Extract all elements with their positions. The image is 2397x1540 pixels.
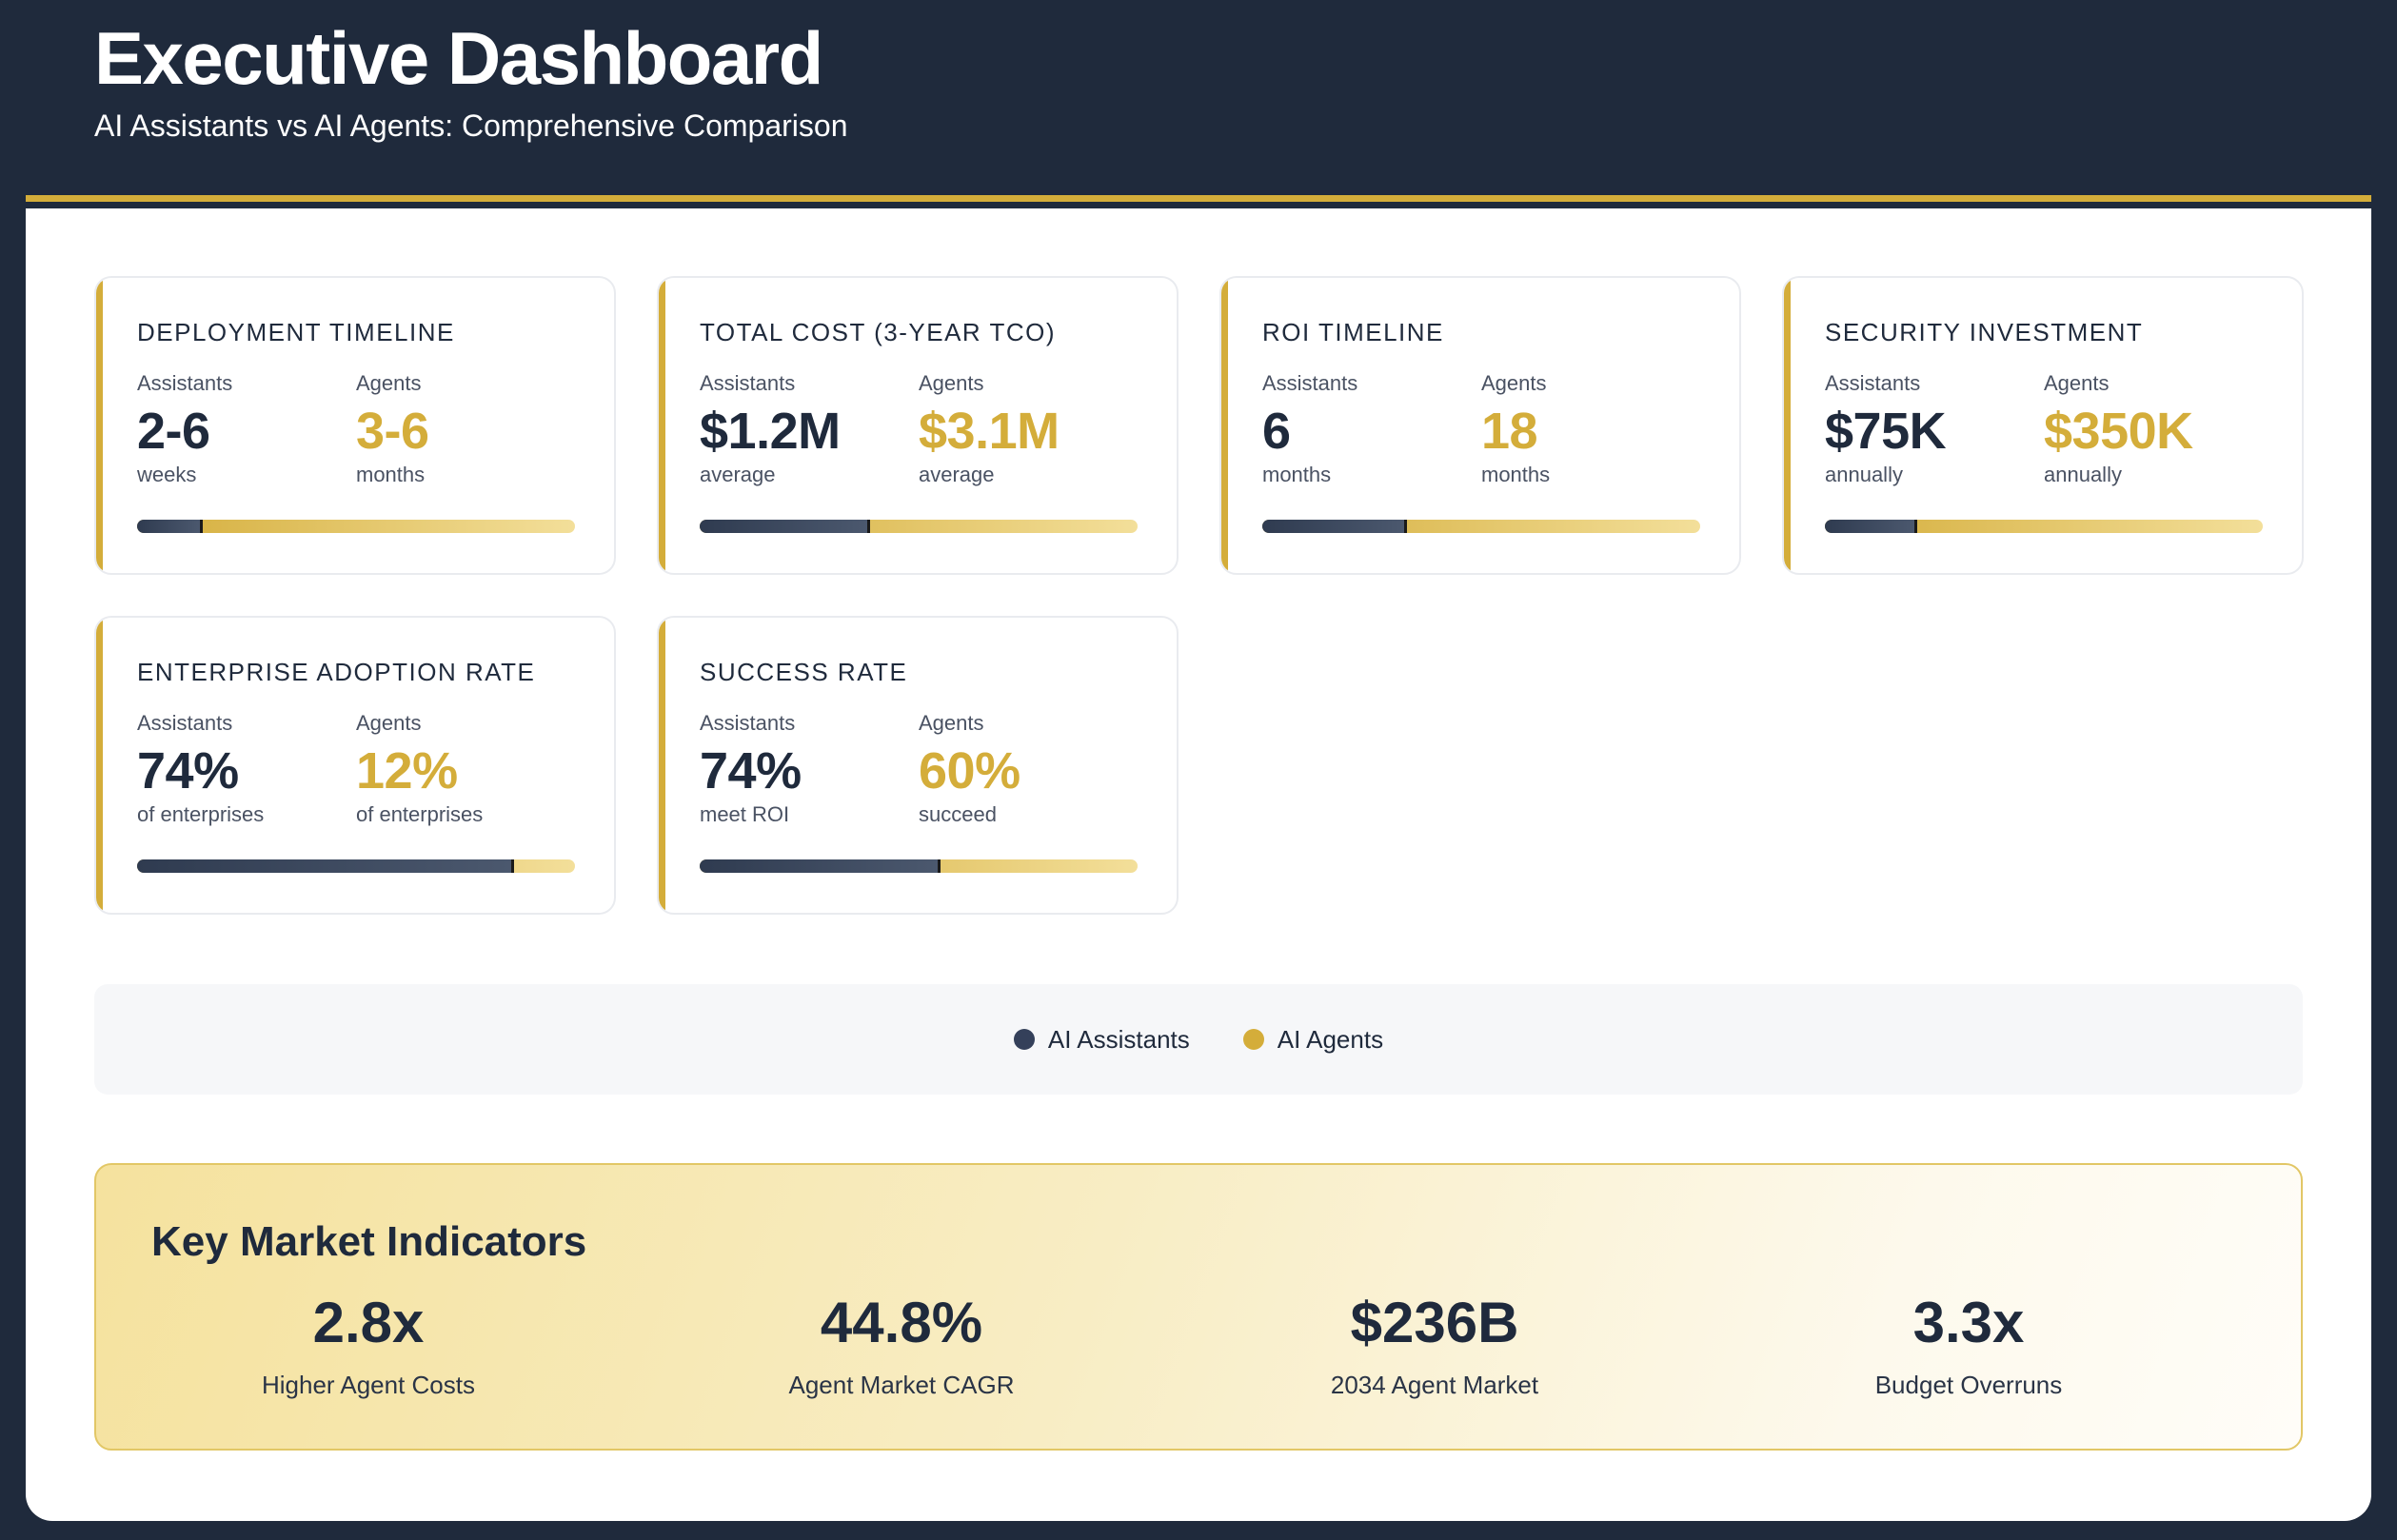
legend: AI Assistants AI Agents — [94, 984, 2303, 1095]
legend-item-agents: AI Agents — [1242, 1024, 1384, 1055]
assistants-bar-fill — [700, 520, 871, 533]
section-title: Key Market Indicators — [151, 1218, 587, 1265]
card-title: SUCCESS RATE — [700, 658, 908, 686]
assistants-bar-fill — [700, 859, 941, 873]
indicator-agent-market: $236B 2034 Agent Market — [1187, 1289, 1682, 1400]
assistants-bar-fill — [1825, 520, 1917, 533]
metric-label: Assistants — [137, 371, 233, 395]
agents-dot-icon — [1242, 1029, 1264, 1050]
assistants-dot-icon — [1013, 1029, 1035, 1050]
agents-metric: Agents 12% of enterprises — [356, 711, 483, 827]
metric-unit: average — [919, 463, 995, 486]
comparison-bar — [1825, 520, 2263, 533]
agents-metric: Agents $350K annually — [2044, 371, 2193, 487]
card-title: ROI TIMELINE — [1262, 318, 1444, 346]
card-success-rate: SUCCESS RATE Assistants 74% meet ROI Age… — [657, 616, 1179, 915]
card-title: SECURITY INVESTMENT — [1825, 318, 2144, 346]
metric-unit: of enterprises — [356, 802, 484, 826]
metric-value: 74% — [700, 742, 802, 800]
metric-value: 6 — [1262, 403, 1291, 460]
metric-value: 12% — [356, 742, 458, 800]
header: Executive Dashboard AI Assistants vs AI … — [26, 0, 2371, 202]
metric-value: 60% — [919, 742, 1020, 800]
metric-label: Assistants — [1825, 371, 1921, 395]
assistants-bar-fill — [1262, 520, 1407, 533]
indicator-label: 2034 Agent Market — [1330, 1371, 1539, 1399]
metric-unit: months — [1481, 463, 1551, 486]
card-roi-timeline: ROI TIMELINE Assistants 6 months Agents … — [1219, 276, 1741, 575]
indicator-value: $236B — [1350, 1291, 1519, 1354]
assistants-metric: Assistants 6 months — [1262, 371, 1357, 487]
card-title: TOTAL COST (3-YEAR TCO) — [700, 318, 1056, 346]
comparison-bar — [700, 859, 1138, 873]
assistants-bar-fill — [137, 520, 203, 533]
assistants-metric: Assistants $75K annually — [1825, 371, 1947, 487]
metric-value: 74% — [137, 742, 239, 800]
assistants-metric: Assistants 74% meet ROI — [700, 711, 802, 827]
assistants-metric: Assistants 2-6 weeks — [137, 371, 232, 487]
metric-label: Agents — [1481, 371, 1547, 395]
metric-unit: succeed — [919, 802, 997, 826]
indicator-agent-costs: 2.8x Higher Agent Costs — [121, 1289, 616, 1400]
legend-label: AI Assistants — [1047, 1024, 1190, 1054]
card-title: ENTERPRISE ADOPTION RATE — [137, 658, 536, 686]
metric-unit: meet ROI — [700, 802, 790, 826]
agents-metric: Agents 3-6 months — [356, 371, 429, 487]
indicator-value: 44.8% — [820, 1291, 983, 1354]
indicator-budget-overruns: 3.3x Budget Overruns — [1721, 1289, 2216, 1400]
metric-label: Agents — [356, 711, 422, 735]
metric-label: Assistants — [137, 711, 233, 735]
metric-label: Assistants — [700, 711, 796, 735]
metric-label: Agents — [2044, 371, 2110, 395]
assistants-metric: Assistants $1.2M average — [700, 371, 841, 487]
indicator-value: 3.3x — [1912, 1291, 2025, 1354]
comparison-bar — [700, 520, 1138, 533]
metric-value: 2-6 — [137, 403, 210, 460]
card-enterprise-adoption: ENTERPRISE ADOPTION RATE Assistants 74% … — [94, 616, 616, 915]
metric-unit: average — [700, 463, 776, 486]
metric-unit: of enterprises — [137, 802, 265, 826]
indicator-label: Budget Overruns — [1874, 1371, 2063, 1399]
agents-metric: Agents $3.1M average — [919, 371, 1060, 487]
metric-label: Agents — [356, 371, 422, 395]
indicator-market-cagr: 44.8% Agent Market CAGR — [654, 1289, 1149, 1400]
card-security-investment: SECURITY INVESTMENT Assistants $75K annu… — [1782, 276, 2304, 575]
metric-unit: annually — [2044, 463, 2122, 486]
page-title: Executive Dashboard — [94, 16, 823, 100]
metric-unit: months — [356, 463, 426, 486]
assistants-bar-fill — [137, 859, 514, 873]
metric-value: $1.2M — [700, 403, 841, 460]
metric-value: $3.1M — [919, 403, 1060, 460]
legend-label: AI Agents — [1277, 1024, 1384, 1054]
indicator-label: Agent Market CAGR — [788, 1371, 1015, 1399]
legend-item-assistants: AI Assistants — [1013, 1024, 1190, 1055]
indicator-value: 2.8x — [312, 1291, 425, 1354]
dashboard-main: DEPLOYMENT TIMELINE Assistants 2-6 weeks… — [26, 208, 2371, 1521]
key-market-indicators: Key Market Indicators 2.8x Higher Agent … — [94, 1163, 2303, 1451]
metric-unit: annually — [1825, 463, 1903, 486]
card-total-cost: TOTAL COST (3-YEAR TCO) Assistants $1.2M… — [657, 276, 1179, 575]
indicator-label: Higher Agent Costs — [261, 1371, 475, 1399]
metric-unit: months — [1262, 463, 1332, 486]
metric-unit: weeks — [137, 463, 197, 486]
metric-label: Agents — [919, 711, 984, 735]
metric-label: Assistants — [1262, 371, 1358, 395]
comparison-bar — [137, 859, 575, 873]
metric-value: $75K — [1825, 403, 1947, 460]
comparison-bar — [137, 520, 575, 533]
metric-value: 3-6 — [356, 403, 429, 460]
metric-value: $350K — [2044, 403, 2193, 460]
page-subtitle: AI Assistants vs AI Agents: Comprehensiv… — [94, 109, 848, 143]
card-deployment-timeline: DEPLOYMENT TIMELINE Assistants 2-6 weeks… — [94, 276, 616, 575]
metric-label: Assistants — [700, 371, 796, 395]
agents-metric: Agents 18 months — [1481, 371, 1550, 487]
comparison-bar — [1262, 520, 1700, 533]
card-title: DEPLOYMENT TIMELINE — [137, 318, 455, 346]
assistants-metric: Assistants 74% of enterprises — [137, 711, 264, 827]
metric-label: Agents — [919, 371, 984, 395]
metric-value: 18 — [1481, 403, 1538, 460]
agents-metric: Agents 60% succeed — [919, 711, 1020, 827]
